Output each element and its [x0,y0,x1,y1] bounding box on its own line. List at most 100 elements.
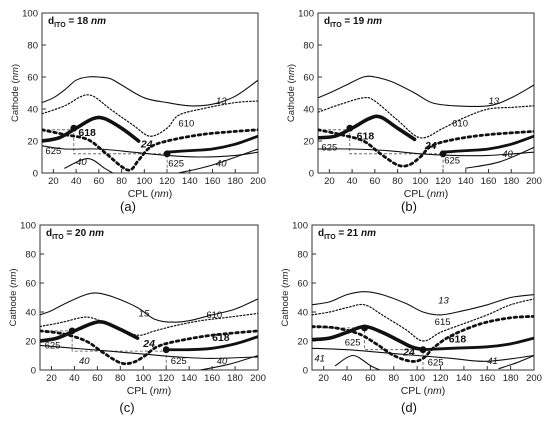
x-axis-unit: nm [154,188,169,200]
curve-annotation: 618 [357,130,375,142]
y-axis-title: Cathode (nm) [286,64,297,122]
curve-annotation: 41 [314,353,325,364]
panel-title: dITO = 20 nm [46,228,104,241]
title-subscript: ITO [52,234,64,241]
series-line [318,96,534,139]
x-tick-label: 80 [115,373,126,384]
x-axis-unit: nm [427,385,442,397]
series-line [42,76,258,107]
x-axis-title: CPL (nm) [404,188,449,200]
y-tick-label: 40 [25,308,36,319]
y-tick-label: 0 [303,366,308,377]
title-unit: nm [361,228,376,239]
curve-annotation: 610 [452,119,468,130]
title-subscript: ITO [324,234,336,241]
title-subscript: ITO [54,22,66,29]
marker-point [419,346,427,354]
y-tick-label: 20 [25,337,36,348]
curve-annotation: 40 [217,356,228,367]
x-tick-label: 200 [526,176,542,187]
curve-annotation: 13 [489,96,500,107]
y-tick-label: 60 [303,73,314,84]
series-line [312,324,425,352]
y-tick-label: 100 [20,221,36,232]
y-tick-label: 20 [27,137,38,148]
y-tick-label: 60 [27,73,38,84]
y-axis-unit: nm [8,272,19,285]
plot-frame [41,12,259,174]
y-tick-label: 80 [303,41,314,52]
x-tick-label: 20 [324,176,335,187]
x-axis-title: CPL (nm) [128,188,173,200]
x-axis-paren-open: ( [147,385,154,397]
y-axis-label: Cathode [8,291,19,327]
x-tick-label: 60 [94,176,105,187]
x-axis-paren-open: ( [424,188,431,200]
x-tick-label: 200 [250,176,266,187]
x-tick-label: 60 [365,373,376,384]
panel-title: dITO = 18 nm [48,16,106,29]
curve-annotation: 40 [216,159,227,170]
series-line [164,335,258,352]
y-tick-label: 40 [27,105,38,116]
x-tick-label: 40 [69,373,80,384]
x-tick-label: 40 [347,176,358,187]
curve-annotation: 610 [178,119,194,130]
series-line [42,128,258,172]
plot-area [40,292,258,370]
marker-point [361,324,368,332]
y-tick-label: 80 [25,250,36,261]
series-line [64,158,114,173]
curve-annotation: 40 [79,356,90,367]
marker-point [70,124,78,132]
y-axis-unit: nm [10,67,21,80]
marker-point [162,346,170,354]
x-axis-label: CPL [128,188,149,200]
series-line [318,75,534,108]
x-axis-paren-close: ) [445,188,449,200]
x-tick-label: 160 [204,373,220,384]
y-tick-label: 40 [303,105,314,116]
x-tick-label: 180 [503,176,519,187]
marker-point [68,327,76,335]
x-axis-paren-close: ) [169,188,173,200]
series-line [40,319,140,343]
y-axis-label: Cathode [280,291,291,327]
x-tick-label: 20 [46,373,57,384]
series-line [200,354,258,370]
series-line [441,134,534,154]
subfigure-label: (b) [401,199,417,214]
guide-line [42,129,168,173]
x-tick-label: 120 [158,373,174,384]
panel-title: dITO = 21 nm [318,228,376,241]
curve-annotation: 40 [76,157,87,168]
y-axis-paren-open: ( [10,79,21,86]
x-tick-label: 160 [479,373,495,384]
x-tick-label: 20 [318,373,329,384]
y-axis-unit: nm [286,67,297,80]
y-axis-title: Cathode (nm) [10,64,21,122]
curve-annotation: 24 [402,347,415,359]
subfigure-label: (d) [401,400,417,415]
curve-annotation: 24 [142,338,155,350]
y-axis-label: Cathode [10,86,21,122]
y-axis-paren-close: ) [280,268,291,271]
curve-annotation: 625 [321,143,337,154]
title-subscript: ITO [330,22,342,29]
marker-point [163,150,171,158]
curve-annotation: 618 [449,333,467,345]
curve-annotation: 625 [168,159,184,170]
x-tick-label: 120 [435,176,451,187]
curve-annotation: 625 [45,146,61,157]
title-symbol: d [318,228,324,239]
curve-annotation: 41 [487,356,498,367]
series-line [312,347,534,362]
y-tick-label: 0 [309,169,314,180]
y-axis-paren-close: ) [286,64,297,67]
y-tick-label: 60 [25,279,36,290]
y-tick-label: 80 [27,41,38,52]
curve-annotation: 13 [216,96,227,107]
